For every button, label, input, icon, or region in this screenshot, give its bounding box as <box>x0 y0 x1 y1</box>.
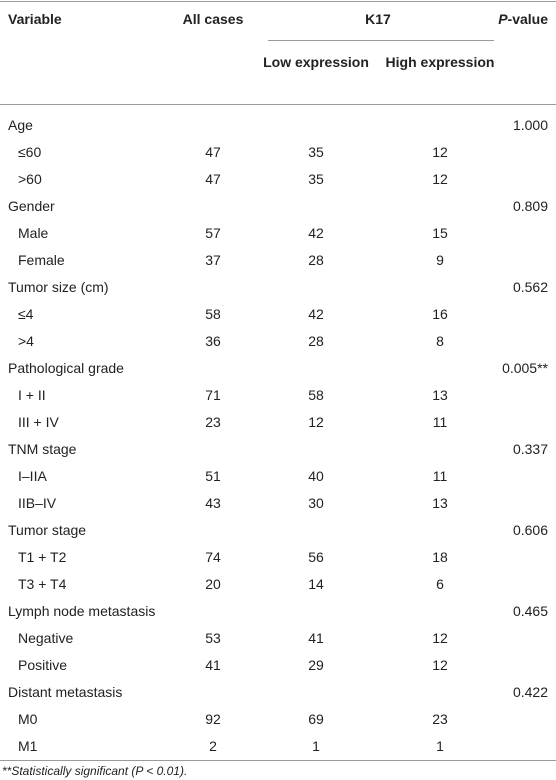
high-expression: 23 <box>432 711 448 727</box>
p-value: 0.809 <box>512 198 548 214</box>
p-value: 0.606 <box>512 522 548 538</box>
header-p-italic: P <box>498 11 508 27</box>
p-value: 0.005** <box>502 360 548 376</box>
row-label: T1 + T2 <box>18 549 67 565</box>
header-variable: Variable <box>8 11 62 27</box>
row-label: >4 <box>18 333 34 349</box>
header-k17: K17 <box>365 11 391 27</box>
p-value: 0.562 <box>512 279 548 295</box>
row-label: ≤60 <box>18 144 42 160</box>
low-expression: 28 <box>308 252 324 268</box>
row-label: Male <box>18 225 49 241</box>
all-cases: 36 <box>205 333 221 349</box>
low-expression: 42 <box>308 306 324 322</box>
k17-underline <box>268 40 494 41</box>
low-expression: 40 <box>308 468 324 484</box>
low-expression: 42 <box>308 225 324 241</box>
row-label: T3 + T4 <box>18 576 67 592</box>
high-expression: 1 <box>436 738 444 754</box>
row-label: ≤4 <box>18 306 34 322</box>
header-bottom-border <box>0 104 556 105</box>
row-label: I–IIA <box>18 468 47 484</box>
all-cases: 47 <box>205 171 221 187</box>
high-expression: 12 <box>432 630 448 646</box>
all-cases: 2 <box>209 738 217 754</box>
all-cases: 41 <box>205 657 221 673</box>
group-label: TNM stage <box>8 441 77 457</box>
high-expression: 16 <box>432 306 448 322</box>
row-label: M1 <box>18 738 38 754</box>
row-label: Negative <box>18 630 74 646</box>
high-expression: 11 <box>432 414 448 430</box>
header-p-rest: -value <box>507 11 548 27</box>
low-expression: 35 <box>308 144 324 160</box>
group-label: Tumor size (cm) <box>8 279 109 295</box>
row-label: M0 <box>18 711 38 727</box>
high-expression: 12 <box>432 144 448 160</box>
all-cases: 51 <box>205 468 221 484</box>
high-expression: 12 <box>432 171 448 187</box>
row-label: IIB–IV <box>18 495 57 511</box>
header-p-value: P-value <box>498 10 548 28</box>
high-expression: 13 <box>432 495 448 511</box>
low-expression: 1 <box>312 738 320 754</box>
row-label: Positive <box>18 657 68 673</box>
high-expression: 12 <box>432 657 448 673</box>
low-expression: 56 <box>308 549 324 565</box>
footnote: **Statistically significant (P < 0.01). <box>2 764 188 778</box>
table-top-border <box>0 1 556 2</box>
high-expression: 15 <box>432 225 448 241</box>
low-expression: 69 <box>308 711 324 727</box>
row-label: III + IV <box>18 414 59 430</box>
low-expression: 14 <box>308 576 324 592</box>
all-cases: 74 <box>205 549 221 565</box>
header-all-cases: All cases <box>182 11 244 27</box>
header-low: Low expression <box>263 54 369 70</box>
low-expression: 35 <box>308 171 324 187</box>
group-label: Pathological grade <box>8 360 124 376</box>
all-cases: 58 <box>205 306 221 322</box>
high-expression: 11 <box>432 468 448 484</box>
group-label: Distant metastasis <box>8 684 123 700</box>
high-expression: 6 <box>436 576 444 592</box>
low-expression: 41 <box>308 630 324 646</box>
low-expression: 58 <box>308 387 324 403</box>
high-expression: 8 <box>436 333 444 349</box>
all-cases: 53 <box>205 630 221 646</box>
all-cases: 92 <box>205 711 221 727</box>
all-cases: 71 <box>205 387 221 403</box>
low-expression: 28 <box>308 333 324 349</box>
group-label: Age <box>8 117 33 133</box>
low-expression: 12 <box>308 414 324 430</box>
all-cases: 47 <box>205 144 221 160</box>
all-cases: 43 <box>205 495 221 511</box>
p-value: 1.000 <box>512 117 548 133</box>
row-label: I + II <box>18 387 46 403</box>
row-label: Female <box>18 252 65 268</box>
low-expression: 30 <box>308 495 324 511</box>
p-value: 0.337 <box>512 441 548 457</box>
all-cases: 57 <box>205 225 221 241</box>
p-value: 0.422 <box>512 684 548 700</box>
p-value: 0.465 <box>512 603 548 619</box>
header-high: High expression <box>385 54 495 70</box>
all-cases: 37 <box>205 252 221 268</box>
group-label: Tumor stage <box>8 522 87 538</box>
table-bottom-border <box>0 760 556 761</box>
row-label: >60 <box>18 171 42 187</box>
all-cases: 20 <box>205 576 221 592</box>
all-cases: 23 <box>205 414 221 430</box>
low-expression: 29 <box>308 657 324 673</box>
group-label: Lymph node metastasis <box>8 603 156 619</box>
high-expression: 18 <box>432 549 448 565</box>
high-expression: 9 <box>436 252 444 268</box>
group-label: Gender <box>8 198 55 214</box>
high-expression: 13 <box>432 387 448 403</box>
